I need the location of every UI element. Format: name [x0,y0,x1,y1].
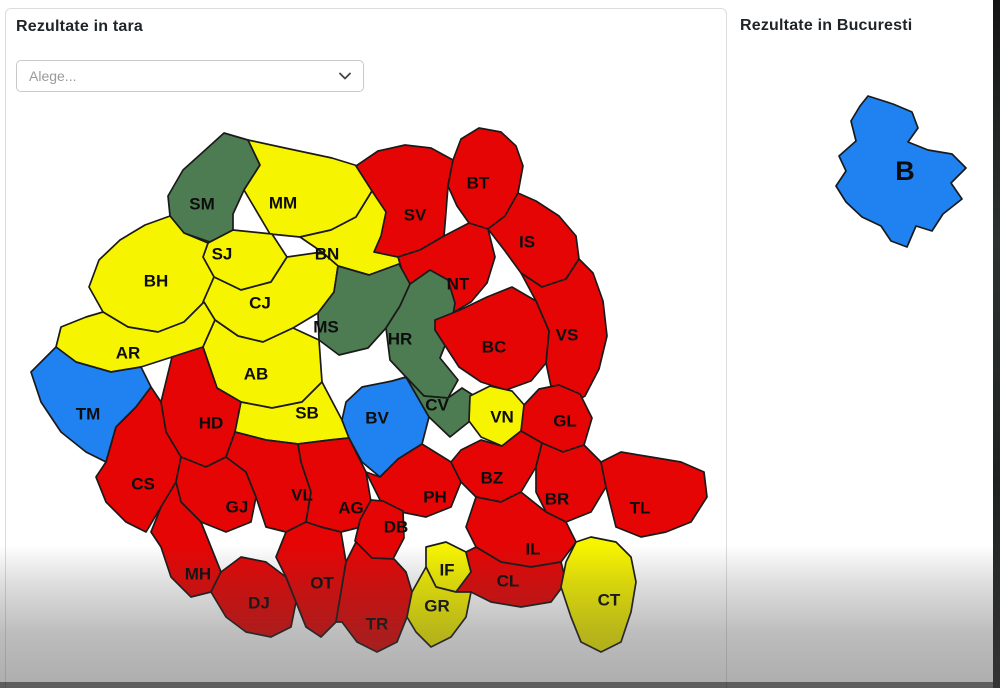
results-select-placeholder: Alege... [29,68,77,84]
country-results-title: Rezultate in tara [16,18,143,35]
county-IL[interactable] [465,491,577,568]
bucharest-results-title: Rezultate in Bucuresti [740,17,913,34]
county-TR[interactable] [335,541,413,653]
results-select[interactable]: Alege... [16,60,364,92]
county-BC[interactable] [434,286,550,391]
county-AG[interactable] [297,437,372,533]
county-DJ[interactable] [210,556,297,638]
county-TL[interactable] [600,451,708,538]
county-CT[interactable] [560,536,637,653]
county-GR[interactable] [406,566,472,648]
county-BR[interactable] [535,442,607,523]
county-CL[interactable] [455,546,567,608]
county-HR[interactable] [385,269,459,399]
bucharest-shape[interactable] [835,95,967,248]
chevron-down-icon [339,72,351,80]
